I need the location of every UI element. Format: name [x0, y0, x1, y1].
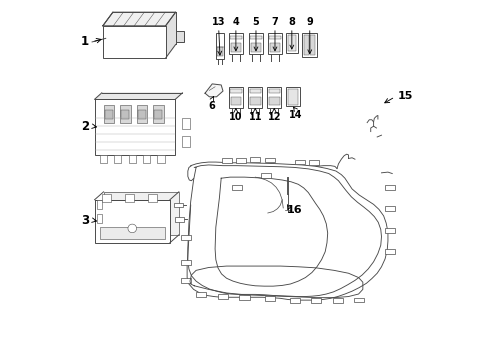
Bar [289, 298, 299, 303]
Bar [100, 226, 164, 239]
Bar [261, 174, 270, 178]
Bar [249, 89, 261, 93]
Bar [384, 206, 394, 211]
Bar [97, 200, 102, 209]
Bar [287, 35, 296, 51]
Bar [332, 298, 342, 303]
Bar [285, 87, 299, 107]
Bar [217, 47, 223, 56]
Bar [182, 136, 189, 147]
Bar [182, 118, 189, 129]
Bar [125, 194, 134, 202]
Text: 14: 14 [288, 110, 302, 120]
Bar [302, 33, 317, 57]
Bar [221, 158, 231, 163]
Bar [230, 43, 241, 52]
Bar [248, 87, 262, 108]
Bar [353, 298, 364, 302]
Bar [100, 155, 107, 163]
Bar [267, 33, 281, 54]
Bar [235, 158, 245, 163]
Polygon shape [204, 84, 223, 97]
Text: 1: 1 [81, 35, 89, 49]
Bar [230, 89, 241, 93]
Bar [269, 43, 280, 52]
Bar [264, 158, 274, 162]
Bar [249, 97, 260, 105]
Bar [267, 87, 281, 108]
Bar [310, 298, 321, 303]
Bar [136, 105, 147, 123]
Bar [128, 155, 136, 163]
Bar [249, 33, 262, 54]
Bar [114, 155, 121, 163]
Bar [102, 194, 110, 202]
Bar [285, 33, 297, 53]
Text: 16: 16 [286, 205, 302, 215]
Bar [294, 160, 305, 165]
Text: 10: 10 [229, 112, 242, 122]
Text: 5: 5 [252, 17, 259, 27]
Bar [384, 185, 394, 189]
Text: 11: 11 [248, 112, 262, 122]
Bar [153, 105, 163, 123]
Text: 8: 8 [288, 17, 295, 27]
Bar [309, 35, 314, 55]
Bar [94, 200, 169, 243]
Bar [120, 105, 131, 123]
Bar [157, 155, 164, 163]
Bar [181, 260, 191, 265]
Text: 9: 9 [306, 17, 312, 27]
Bar [239, 295, 249, 300]
Bar [232, 185, 242, 189]
Bar [196, 292, 206, 297]
Polygon shape [94, 93, 182, 99]
Bar [264, 296, 274, 301]
Bar [175, 217, 183, 222]
Circle shape [128, 224, 136, 233]
Bar [154, 110, 162, 119]
Bar [174, 203, 183, 207]
Text: 7: 7 [271, 17, 278, 27]
Bar [218, 294, 227, 299]
Bar [228, 87, 242, 108]
Bar [175, 31, 183, 41]
Bar [228, 33, 242, 54]
Text: 4: 4 [232, 17, 239, 27]
Bar [105, 110, 113, 119]
Polygon shape [102, 12, 175, 26]
Text: 13: 13 [211, 17, 225, 27]
Bar [103, 192, 179, 235]
Bar [268, 97, 279, 105]
Bar [230, 36, 241, 40]
Text: 3: 3 [81, 214, 89, 227]
Bar [250, 157, 260, 162]
Bar [148, 194, 157, 202]
Polygon shape [165, 12, 175, 58]
Bar [384, 228, 394, 233]
Bar [269, 36, 280, 40]
Bar [250, 43, 261, 52]
Bar [94, 99, 175, 155]
Bar [230, 97, 241, 105]
Bar [181, 235, 191, 240]
Bar [250, 36, 261, 40]
Text: 6: 6 [208, 101, 215, 111]
Bar [268, 89, 280, 93]
Bar [102, 26, 165, 58]
Bar [304, 35, 308, 55]
Bar [103, 105, 114, 123]
Bar [138, 110, 145, 119]
Bar [384, 249, 394, 254]
Text: 12: 12 [267, 112, 281, 122]
Text: 15: 15 [396, 91, 412, 101]
Bar [287, 89, 298, 105]
Bar [181, 278, 191, 283]
Bar [309, 161, 319, 165]
Bar [97, 214, 102, 223]
Bar [215, 33, 224, 59]
Bar [142, 155, 150, 163]
Bar [121, 110, 129, 119]
Text: 2: 2 [81, 120, 89, 133]
